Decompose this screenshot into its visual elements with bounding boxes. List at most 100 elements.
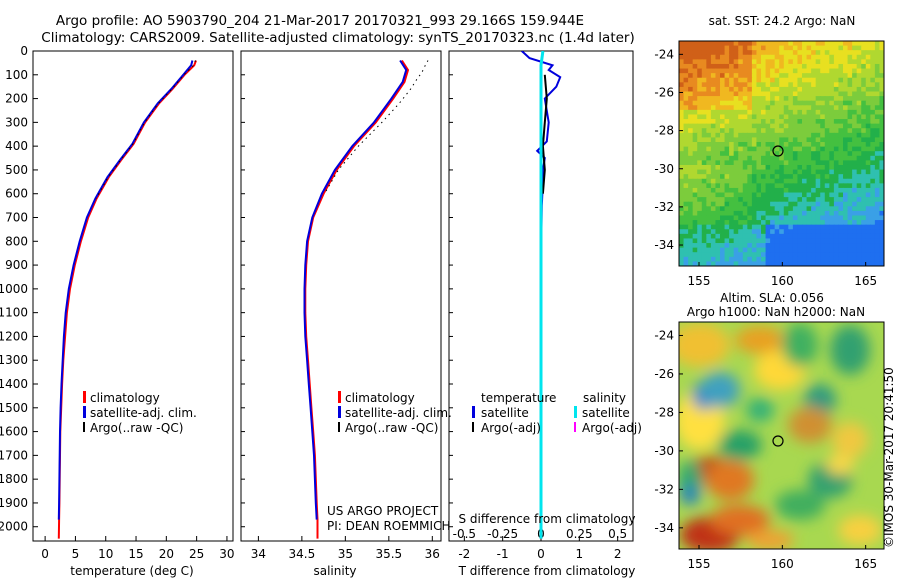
sst-cell [715,45,721,51]
depth-tick-label: 1700 [0,448,28,462]
sst-cell [847,252,853,258]
sst-cell [706,256,712,263]
sst-cell [797,59,803,65]
sst-cell [774,178,780,184]
sst-cell [870,201,876,207]
sst-cell [733,109,739,116]
sst-cell [701,82,707,88]
sst-cell [861,160,867,166]
sst-cell [729,68,735,74]
sst-cell [856,91,862,97]
sst-cell [679,192,685,198]
sst-cell [751,86,758,93]
sst-cell [829,261,835,266]
sst-cell [838,82,844,88]
sst-cell [701,233,707,240]
sst-cell [806,73,812,79]
sst-cell [692,119,698,125]
depth-tick-label: 1600 [0,425,28,439]
sst-cell [688,164,694,171]
sst-cell [852,224,858,230]
sst-cell [847,183,853,189]
sst-cell [815,119,821,125]
sst-cell [788,197,794,203]
legend-satellite-swatch [338,406,341,418]
sst-cell [701,256,707,263]
sst-cell [774,238,780,244]
sst-cell [815,82,821,88]
sst-cell [783,174,789,180]
sst-cell [751,233,758,240]
sst-cell [756,233,762,240]
sst-cell [874,183,881,189]
sst-cell [870,169,876,175]
sst-cell [751,146,758,152]
sst-cell [833,77,840,83]
sst-cell [792,192,799,198]
sst-cell [852,178,858,184]
sst-cell [783,77,789,83]
sst-cell [747,169,753,175]
sst-cell [870,96,876,102]
sst-cell [806,41,812,47]
sst-cell [742,41,748,47]
sst-cell [761,187,767,194]
sst-cell [738,183,744,189]
sst-cell [852,119,858,125]
sst-cell [815,160,821,166]
sst-cell [783,119,789,125]
sst-cell [788,82,794,88]
sst-cell [802,91,808,97]
lat-tick-label: -28 [654,405,674,419]
sst-cell [820,142,826,148]
sst-cell [742,224,748,230]
sst-cell [843,114,849,120]
sst-cell [747,233,753,240]
sst-cell [870,45,876,51]
sst-cell [797,215,803,221]
sst-cell [756,187,762,194]
depth-tick-label: 1300 [0,353,28,367]
sst-cell [715,59,721,65]
sst-cell [788,224,794,230]
sst-cell [742,123,748,129]
sst-cell [774,160,780,166]
sst-cell [729,54,735,60]
sst-cell [829,105,835,111]
sst-cell [843,252,849,258]
sst-cell [697,109,703,116]
sst-cell [701,114,707,120]
sst-cell [742,100,748,106]
sst-cell [765,128,771,134]
sst-cell [874,123,881,129]
sst-cell [738,192,744,198]
sst-cell [761,109,767,116]
sst-cell [761,146,767,152]
sst-cell [688,183,694,189]
sst-cell [865,183,871,189]
sst-cell [852,210,858,217]
sst-cell [874,137,881,143]
sst-cell [756,160,762,166]
sst-cell [788,215,794,221]
sst-cell [824,206,830,212]
temperature-axis-label: temperature (deg C) [70,564,193,578]
sst-cell [824,261,830,266]
sst-cell [761,261,767,266]
sst-cell [751,197,758,203]
sst-cell [783,238,789,244]
sst-cell [820,164,826,171]
sst-cell [797,41,803,47]
sst-cell [865,109,871,116]
sst-cell [870,73,876,79]
sst-cell [765,261,771,266]
sst-cell [692,247,698,253]
sst-cell [783,109,789,116]
sst-cell [833,105,840,111]
sst-cell [865,114,871,120]
sst-cell [847,86,853,93]
sst-cell [824,63,830,70]
sla-blob [832,422,868,458]
sst-cell [838,109,844,116]
sst-cell [738,233,744,240]
